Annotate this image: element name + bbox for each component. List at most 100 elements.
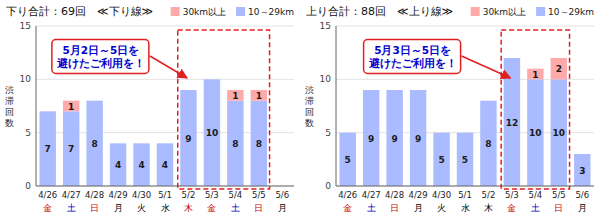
data-labels: 77844491088111 <box>45 91 262 170</box>
weekday-label: 月 <box>114 203 123 213</box>
weekday-label: 水 <box>161 203 170 213</box>
weekday-label: 土 <box>67 203 76 213</box>
bar <box>340 133 356 186</box>
legend-swatch <box>236 7 245 16</box>
data-label: 1 <box>256 91 262 101</box>
bar <box>363 90 379 91</box>
weekday-label: 木 <box>184 203 193 213</box>
bar <box>227 90 243 101</box>
weekday-label: 水 <box>461 203 470 213</box>
data-label: 8 <box>232 139 238 149</box>
weekday-label: 火 <box>137 203 146 213</box>
bar <box>227 101 243 186</box>
annotation-box <box>364 40 461 74</box>
bar <box>386 90 402 186</box>
bar <box>110 143 126 144</box>
bar <box>457 132 473 133</box>
bars <box>40 79 268 186</box>
bar <box>410 90 426 91</box>
title: 上り合計：88回 ≪上り線≫ <box>306 5 453 18</box>
data-label: 8 <box>485 139 491 149</box>
y-axis-label-line: 数 <box>5 118 14 128</box>
highlight-box <box>501 30 569 189</box>
x-tick-label: 4/30 <box>432 190 451 200</box>
data-label: 9 <box>368 134 374 144</box>
y-axis-label: 渋滞回数 <box>305 85 314 128</box>
x-axis-line <box>36 186 294 187</box>
bar <box>251 90 267 101</box>
bar <box>204 79 220 186</box>
x-tick-label: 5/1 <box>458 190 472 200</box>
annotation-arrow <box>462 56 511 78</box>
weekday-label: 月 <box>414 203 423 213</box>
data-labels: 5999558121010312 <box>345 64 586 175</box>
weekday-label: 火 <box>437 203 446 213</box>
bar <box>433 132 449 133</box>
y-tick-label: 5 <box>25 128 31 138</box>
annotation-line: 5月3日～5日を <box>374 44 451 56</box>
x-tick-label: 5/1 <box>158 190 172 200</box>
legend-label: 10～29km <box>548 7 594 17</box>
x-tick-label: 4/29 <box>409 190 428 200</box>
x-tick-label: 4/27 <box>362 190 381 200</box>
annotation-box <box>52 40 149 74</box>
weekday-label: 金 <box>43 203 52 213</box>
bar <box>157 143 173 186</box>
bar <box>433 133 449 186</box>
weekday-label: 金 <box>207 203 216 213</box>
x-tick-label: 5/6 <box>275 190 289 200</box>
weekday-label: 金 <box>343 203 352 213</box>
grid-line <box>36 26 294 27</box>
legend-label: 10～29km <box>248 7 294 17</box>
bar <box>40 111 56 186</box>
y-tick-label: 0 <box>25 181 31 191</box>
x-tick-label: 5/2 <box>182 190 196 200</box>
weekday-label: 土 <box>531 203 540 213</box>
x-tick-label: 4/30 <box>132 190 151 200</box>
x-tick-label: 4/28 <box>385 190 404 200</box>
bar <box>410 90 426 186</box>
x-tick-label: 4/27 <box>62 190 81 200</box>
grid-line <box>336 186 594 187</box>
x-tick-label: 5/4 <box>529 190 543 200</box>
y-axis-line <box>336 26 337 186</box>
x-tick-label: 5/4 <box>229 190 243 200</box>
data-label: 10 <box>529 128 542 138</box>
legend: 30km以上10～29km <box>471 7 594 17</box>
data-label: 7 <box>45 144 51 154</box>
weekday-label: 日 <box>390 203 399 213</box>
bar <box>63 101 79 112</box>
data-label: 4 <box>115 160 121 170</box>
bar <box>504 58 520 59</box>
x-tick-label: 5/5 <box>552 190 566 200</box>
x-tick-label: 5/3 <box>505 190 519 200</box>
annotation-line: 5月2日～5日を <box>62 44 139 56</box>
annotation: 5月2日～5日を避けたご利用を！ <box>52 40 187 79</box>
data-label: 3 <box>579 166 585 176</box>
x-tick-label: 4/26 <box>338 190 357 200</box>
weekday-label: 日 <box>554 203 563 213</box>
y-axis-label-line: 滞 <box>5 96 14 106</box>
bar <box>363 90 379 186</box>
weekday-label: 金 <box>507 203 516 213</box>
data-label: 8 <box>92 139 98 149</box>
data-label: 5 <box>438 155 444 165</box>
weekday-label: 土 <box>231 203 240 213</box>
data-label: 4 <box>162 160 168 170</box>
bar <box>133 143 149 144</box>
legend-swatch <box>471 7 480 16</box>
y-tick-label: 0 <box>325 181 331 191</box>
y-axis-label-line: 渋 <box>5 85 14 95</box>
data-label: 10 <box>553 128 566 138</box>
bar <box>574 154 590 186</box>
x-tick-label: 5/2 <box>482 190 496 200</box>
x-tick-label: 4/28 <box>85 190 104 200</box>
annotation-text: 5月2日～5日を避けたご利用を！ <box>56 44 145 70</box>
bar <box>40 111 56 112</box>
panel: 051015778444910881114/26金4/27土4/28日4/29月… <box>5 5 295 213</box>
weekday-label: 日 <box>90 203 99 213</box>
annotation: 5月3日～5日を避けたご利用を！ <box>364 40 511 79</box>
y-tick-label: 15 <box>20 21 31 31</box>
data-label: 1 <box>532 70 538 80</box>
weekday-label: 月 <box>278 203 287 213</box>
